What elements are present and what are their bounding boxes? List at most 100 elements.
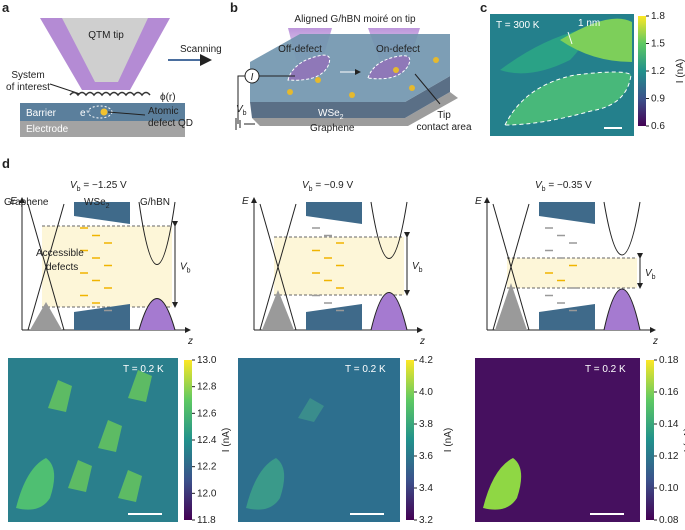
electron-label: e⁻ — [80, 108, 91, 119]
colorbar-tick-label: 12.6 — [197, 408, 217, 419]
colorbar-tick-label: 1.8 — [651, 11, 665, 22]
flake — [16, 458, 55, 510]
window-label-main: V — [645, 268, 653, 279]
scale-label: 1 nm — [578, 18, 600, 29]
colorbar — [638, 16, 646, 126]
temperature-label: T = 0.2 K — [585, 364, 626, 375]
current-label: I — [251, 72, 254, 83]
wse2-sub: 2 — [340, 114, 344, 121]
ghbn-cb — [138, 201, 176, 265]
colorbar — [184, 360, 192, 520]
z-axis-label: z — [652, 336, 658, 347]
colorbar-tick-label: 0.16 — [659, 387, 679, 398]
ghbn-vb — [370, 292, 408, 331]
graphene-band — [492, 203, 530, 331]
panel-label: c — [480, 0, 487, 15]
temperature-label: T = 0.2 K — [123, 364, 164, 375]
colorbar — [406, 360, 414, 520]
bias-title: Vb = −1.25 V — [70, 180, 127, 193]
colorbar-tick-label: 1.2 — [651, 66, 665, 77]
colorbar-label: I (nA) — [221, 428, 232, 452]
on-region — [367, 55, 411, 80]
bias-title-main: V — [70, 180, 78, 191]
temperature-label: T = 300 K — [496, 20, 540, 31]
temperature-label: T = 0.2 K — [345, 364, 386, 375]
wse2-label: WSe2 — [318, 108, 344, 121]
bias-title-sub: b — [309, 186, 313, 193]
colorbar — [646, 360, 654, 520]
flake — [504, 71, 632, 126]
panel-label: a — [2, 0, 10, 15]
ghbn-vb — [603, 288, 641, 331]
bias-title-rest: = −0.9 V — [313, 180, 354, 191]
colorbar-tick-label: 11.8 — [197, 515, 216, 526]
flake — [68, 460, 92, 492]
ghbn-cb — [603, 201, 641, 256]
panel-label: b — [230, 0, 238, 15]
colorbar-tick-label: 12.2 — [197, 462, 217, 473]
defect-dot — [433, 57, 439, 63]
colorbar-tick-label: 3.2 — [419, 515, 433, 526]
off-region — [287, 54, 331, 81]
flake — [483, 458, 522, 510]
bias-title-sub: b — [542, 186, 546, 193]
contact-label: Tip — [437, 110, 451, 121]
graphene-fill — [262, 290, 294, 330]
window-label-main: V — [180, 262, 188, 273]
ghbn-cb — [370, 201, 408, 259]
window-label: Vb — [412, 261, 423, 274]
bias-title-sub: b — [77, 186, 81, 193]
flake — [246, 458, 285, 510]
defect-dot — [393, 67, 399, 73]
bias-title-main: V — [302, 180, 310, 191]
defect-label: Atomic — [148, 106, 179, 117]
material-label: G/hBN — [140, 197, 170, 208]
system-label: of interest — [6, 82, 50, 93]
graphene-fill — [30, 302, 62, 330]
energy-axis-label: E — [242, 196, 249, 207]
system-label: System — [11, 70, 44, 81]
bias-title: Vb = −0.35 V — [535, 180, 592, 193]
barrier-label: Barrier — [26, 108, 57, 119]
flake — [298, 398, 324, 422]
window-label-sub: b — [187, 268, 191, 275]
colorbar-tick-label: 12.0 — [197, 488, 217, 499]
material-sub: 2 — [106, 203, 110, 210]
electrode-label: Electrode — [26, 124, 69, 135]
colorbar-label: I (nA) — [443, 428, 454, 452]
colorbar-tick-label: 0.14 — [659, 419, 679, 430]
ghbn-vb — [138, 298, 176, 331]
defect-dot — [287, 89, 293, 95]
phi-label: ϕ(r) — [160, 92, 176, 103]
colorbar-label: I (nA) — [675, 59, 685, 83]
graphene-fill — [495, 283, 527, 330]
wse2-vb — [74, 304, 130, 330]
bias-title-main: V — [535, 180, 543, 191]
bias-label-sub: b — [243, 110, 247, 117]
wse2-top — [250, 34, 450, 102]
colorbar-tick-label: 1.5 — [651, 39, 665, 50]
bias-title: Vb = −0.9 V — [302, 180, 353, 193]
window-label-sub: b — [652, 274, 656, 281]
pointer — [414, 73, 441, 105]
accessible-label: defects — [46, 262, 78, 273]
colorbar-tick-label: 3.4 — [419, 483, 433, 494]
graphene-band — [259, 203, 297, 331]
wse2-side — [250, 76, 450, 118]
window-label: Vb — [645, 268, 656, 281]
window-label: Vb — [180, 262, 191, 275]
bias-label-main: V — [236, 104, 244, 115]
wse2-cb — [74, 202, 130, 224]
circuit — [237, 75, 295, 125]
bias-title-rest: = −1.25 V — [81, 180, 127, 191]
wse2-cb — [539, 202, 595, 224]
b-title: Aligned G/hBN moiré on tip — [294, 14, 416, 25]
tip-label: QTM tip — [88, 30, 124, 41]
bias-title-rest: = −0.35 V — [546, 180, 592, 191]
defect-label: defect QD — [148, 118, 193, 129]
defect-dot — [349, 92, 355, 98]
scale-marker — [567, 31, 573, 45]
colorbar-tick-label: 12.8 — [197, 382, 217, 393]
